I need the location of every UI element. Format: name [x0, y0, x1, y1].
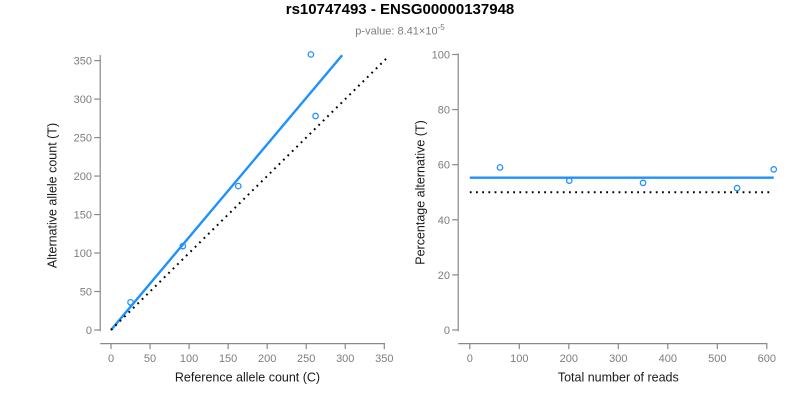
y-tick-label: 350 — [74, 56, 92, 68]
identity-line — [110, 56, 389, 331]
x-tick-label: 300 — [336, 353, 354, 365]
x-tick-label: 0 — [108, 353, 114, 365]
y-tick-label: 0 — [444, 325, 450, 337]
x-tick-label: 200 — [258, 353, 276, 365]
data-point — [496, 164, 504, 171]
x-tick-label: 100 — [510, 353, 528, 365]
x-axis-title: Total number of reads — [558, 371, 679, 385]
data-point — [179, 242, 187, 250]
x-axis-title: Reference allele count (C) — [175, 371, 320, 385]
x-tick-label: 100 — [180, 353, 198, 365]
data-point — [234, 182, 242, 190]
y-axis-title: Percentage alternative (T) — [414, 120, 428, 265]
right-percentage-plot: 0 20 40 60 80 100 0 100 200 300 400 500 600 Total num… — [414, 50, 778, 385]
y-tick-label: 0 — [86, 325, 92, 337]
x-tick-label: 600 — [758, 353, 776, 365]
data-point — [312, 112, 319, 120]
left-allele-count-plot: 0 50 100 150 200 250 300 350 0 50 100 150 200 250 300 3… — [46, 51, 393, 385]
x-tick-label: 350 — [375, 353, 393, 365]
page-title: rs10747493 - ENSG00000137948 — [285, 1, 515, 18]
y-tick-label: 200 — [74, 171, 92, 183]
y-tick-label: 20 — [438, 270, 450, 282]
pvalue-exponent: -5 — [437, 23, 445, 32]
data-point — [770, 166, 778, 173]
fitted-line — [110, 54, 344, 331]
y-tick-label: 100 — [432, 50, 450, 62]
y-tick-label: 250 — [74, 133, 92, 145]
x-tick-label: 200 — [560, 353, 578, 365]
x-tick-label: 250 — [297, 353, 315, 365]
x-tick-label: 150 — [219, 353, 237, 365]
subtitle-pvalue: p-value: 8.41×10-5 — [0, 21, 800, 39]
y-tick-label: 80 — [438, 105, 450, 117]
x-tick-label: 50 — [144, 353, 156, 365]
y-tick-label: 300 — [74, 94, 92, 106]
y-tick-label: 150 — [74, 210, 92, 222]
y-tick-label: 100 — [74, 248, 92, 260]
y-tick-label: 60 — [438, 160, 450, 172]
x-tick-label: 300 — [609, 353, 627, 365]
pvalue-text: p-value: 8.41×10 — [355, 25, 438, 38]
data-point — [733, 184, 741, 192]
data-point — [307, 51, 315, 58]
y-tick-label: 40 — [438, 215, 450, 227]
data-point — [565, 177, 573, 185]
data-point — [127, 298, 134, 306]
x-tick-label: 400 — [659, 353, 677, 365]
y-axis-title: Alternative allele count (T) — [46, 123, 60, 268]
x-tick-label: 500 — [708, 353, 726, 365]
data-point — [639, 179, 647, 187]
x-tick-label: 0 — [467, 353, 473, 365]
y-tick-label: 50 — [80, 287, 92, 299]
